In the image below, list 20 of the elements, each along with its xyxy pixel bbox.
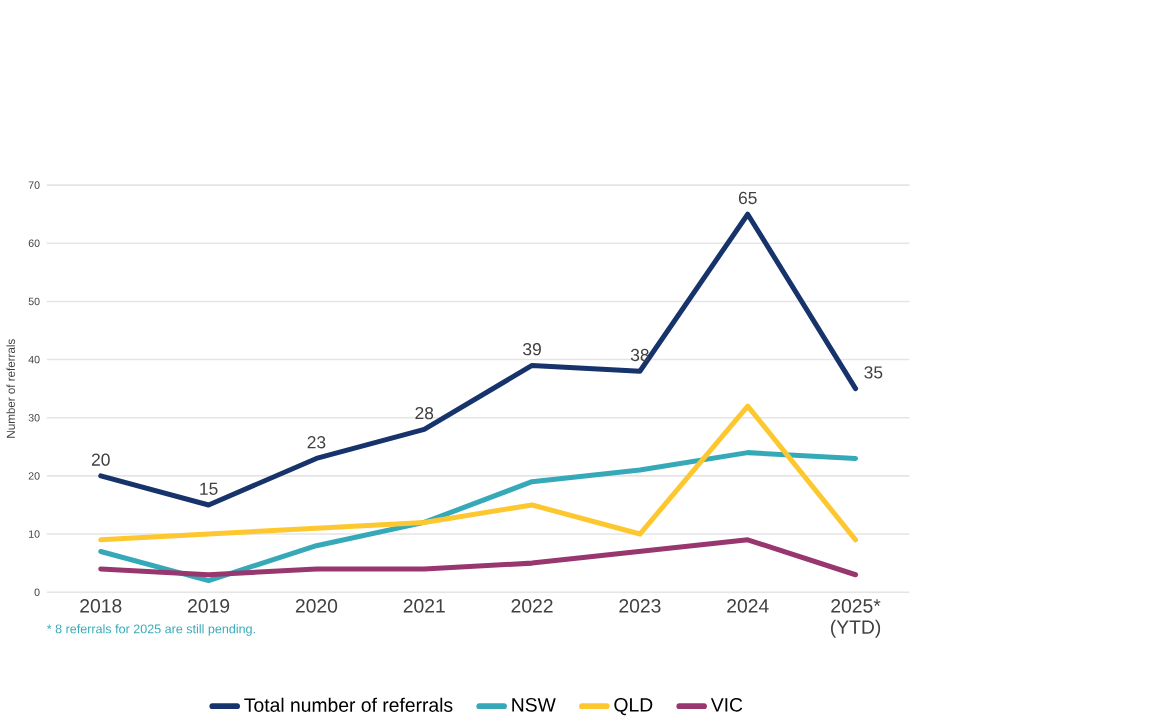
x-tick-label: 2020	[295, 598, 338, 613]
data-label: 39	[523, 342, 541, 356]
data-label: 20	[91, 453, 110, 466]
data-label: 15	[200, 482, 218, 495]
x-tick-label: 2023	[619, 598, 661, 613]
x-tick-label: 2024	[727, 598, 769, 613]
x-tick-label: 2025* (YTD)	[831, 598, 881, 638]
legend-label: NSW	[512, 697, 556, 712]
legend-label: VIC	[710, 697, 743, 712]
x-tick-label: 2019	[188, 598, 230, 613]
data-label: 35	[864, 366, 883, 379]
legend-label: Total number of referrals	[244, 697, 453, 712]
data-label: 38	[630, 348, 649, 361]
x-tick-label: 2021	[403, 598, 445, 613]
x-tick-label: 2022	[511, 598, 553, 613]
data-label: 28	[415, 406, 434, 420]
x-tick-label: 2018	[80, 598, 122, 613]
legend-label: QLD	[614, 697, 653, 715]
data-label: 23	[307, 435, 326, 449]
data-label: 65	[738, 191, 757, 204]
